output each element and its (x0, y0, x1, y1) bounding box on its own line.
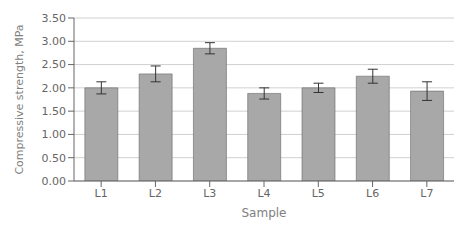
svg-text:L3: L3 (203, 187, 216, 200)
svg-text:L5: L5 (312, 187, 325, 200)
svg-text:1.00: 1.00 (42, 128, 67, 141)
svg-text:L7: L7 (420, 187, 433, 200)
svg-text:0.00: 0.00 (42, 175, 67, 188)
svg-text:1.50: 1.50 (42, 105, 67, 118)
svg-text:Compressive strength, MPa: Compressive strength, MPa (13, 24, 26, 174)
svg-text:3.00: 3.00 (42, 35, 67, 48)
svg-text:0.50: 0.50 (42, 152, 67, 165)
svg-text:2.00: 2.00 (42, 82, 67, 95)
svg-text:Sample: Sample (242, 206, 287, 220)
svg-text:2.50: 2.50 (42, 58, 67, 71)
svg-text:L6: L6 (366, 187, 379, 200)
svg-text:L4: L4 (257, 187, 270, 200)
svg-text:L1: L1 (95, 187, 108, 200)
svg-text:L2: L2 (149, 187, 162, 200)
svg-text:3.50: 3.50 (42, 12, 67, 25)
